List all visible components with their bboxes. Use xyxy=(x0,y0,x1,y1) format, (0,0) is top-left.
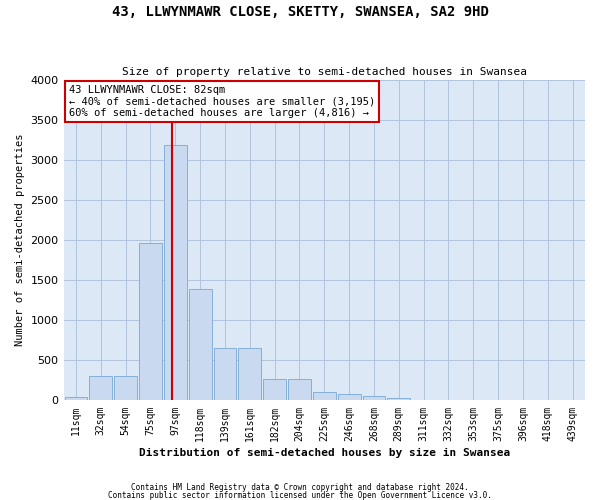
Y-axis label: Number of semi-detached properties: Number of semi-detached properties xyxy=(15,134,25,346)
Bar xyxy=(188,289,212,401)
Bar xyxy=(65,397,88,400)
Bar xyxy=(139,242,162,400)
Bar xyxy=(114,376,137,400)
Bar xyxy=(263,379,286,400)
Bar xyxy=(214,348,236,401)
Bar xyxy=(288,379,311,400)
Bar xyxy=(89,376,112,400)
Bar xyxy=(338,394,361,400)
Text: Contains HM Land Registry data © Crown copyright and database right 2024.: Contains HM Land Registry data © Crown c… xyxy=(131,484,469,492)
Text: 43 LLWYNMAWR CLOSE: 82sqm
← 40% of semi-detached houses are smaller (3,195)
60% : 43 LLWYNMAWR CLOSE: 82sqm ← 40% of semi-… xyxy=(69,85,375,118)
Title: Size of property relative to semi-detached houses in Swansea: Size of property relative to semi-detach… xyxy=(122,66,527,76)
Text: Contains public sector information licensed under the Open Government Licence v3: Contains public sector information licen… xyxy=(108,490,492,500)
Bar xyxy=(238,348,261,401)
Bar xyxy=(313,392,335,400)
Bar xyxy=(164,145,187,401)
Bar xyxy=(388,398,410,400)
Bar xyxy=(362,396,385,400)
X-axis label: Distribution of semi-detached houses by size in Swansea: Distribution of semi-detached houses by … xyxy=(139,448,510,458)
Text: 43, LLWYNMAWR CLOSE, SKETTY, SWANSEA, SA2 9HD: 43, LLWYNMAWR CLOSE, SKETTY, SWANSEA, SA… xyxy=(112,5,488,19)
